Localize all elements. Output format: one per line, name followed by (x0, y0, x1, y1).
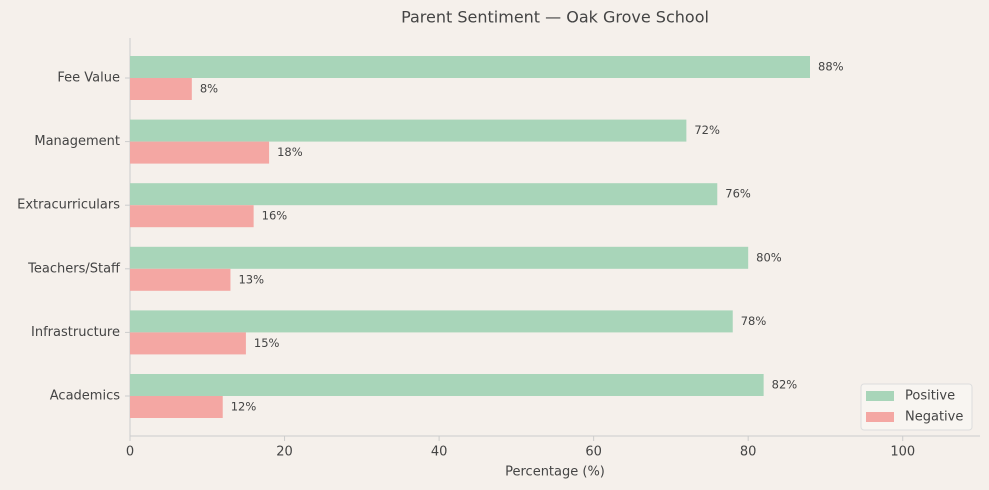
legend-swatch (866, 412, 894, 422)
y-tick-label: Academics (50, 389, 120, 404)
x-tick-label: 80 (740, 445, 757, 460)
bar (130, 332, 246, 355)
value-label: 16% (262, 209, 288, 223)
y-tick-label: Teachers/Staff (27, 261, 121, 276)
bar (130, 396, 223, 418)
y-tick-label: Infrastructure (31, 325, 120, 340)
value-label: 15% (254, 336, 280, 350)
value-label: 80% (756, 250, 782, 264)
bar (130, 56, 810, 78)
y-tick-label: Management (34, 134, 120, 149)
x-axis-label: Percentage (%) (505, 465, 605, 480)
bar (130, 374, 764, 396)
value-label: 88% (818, 60, 844, 74)
bar (130, 183, 718, 206)
value-label: 82% (772, 378, 798, 392)
value-label: 72% (694, 123, 720, 137)
bar (130, 205, 254, 228)
value-label: 13% (238, 272, 264, 286)
x-tick-label: 100 (890, 445, 915, 460)
x-tick-label: 0 (126, 445, 134, 460)
value-label: 78% (741, 314, 767, 328)
bar (130, 141, 270, 164)
bar (130, 246, 749, 269)
bar (130, 310, 733, 333)
bar (130, 119, 687, 142)
x-tick-label: 20 (276, 445, 293, 460)
y-tick-label: Extracurriculars (17, 198, 120, 213)
value-label: 76% (725, 187, 751, 201)
bar (130, 78, 192, 100)
y-tick-label: Fee Value (57, 71, 120, 86)
value-label: 18% (277, 145, 303, 159)
value-label: 12% (231, 400, 257, 414)
legend-label: Positive (905, 389, 955, 404)
legend-swatch (866, 391, 894, 401)
chart-title: Parent Sentiment — Oak Grove School (401, 8, 709, 27)
legend-label: Negative (905, 410, 963, 425)
x-tick-label: 60 (585, 445, 602, 460)
x-tick-label: 40 (431, 445, 448, 460)
bar (130, 268, 231, 291)
value-label: 8% (200, 82, 218, 96)
